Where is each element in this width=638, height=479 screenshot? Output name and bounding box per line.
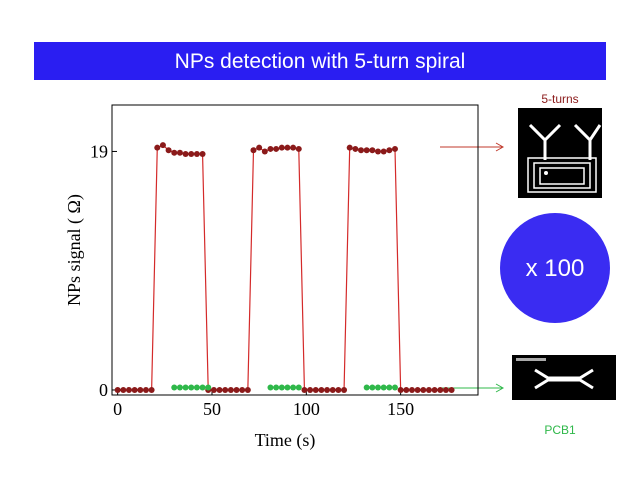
data-point xyxy=(324,386,331,393)
data-point xyxy=(403,386,410,393)
data-point xyxy=(205,384,212,391)
title-bar xyxy=(34,42,606,80)
pcb-image xyxy=(512,355,616,400)
data-point xyxy=(341,386,348,393)
data-point xyxy=(114,386,121,393)
data-point xyxy=(273,384,280,391)
y-tick-label: 0 xyxy=(99,380,108,400)
data-point xyxy=(375,384,382,391)
data-point xyxy=(335,386,342,393)
data-point xyxy=(408,386,415,393)
data-point xyxy=(188,150,195,157)
data-point xyxy=(182,150,189,157)
data-point xyxy=(182,384,189,391)
data-point xyxy=(329,386,336,393)
data-point xyxy=(346,144,353,151)
data-point xyxy=(244,386,251,393)
data-point xyxy=(375,148,382,155)
data-point xyxy=(386,147,393,154)
data-point xyxy=(227,386,234,393)
data-point xyxy=(363,147,370,154)
data-point xyxy=(159,142,166,149)
spiral-image xyxy=(518,108,602,198)
data-point xyxy=(171,384,178,391)
data-point xyxy=(165,147,172,154)
data-point xyxy=(222,386,229,393)
data-point xyxy=(148,386,155,393)
data-point xyxy=(391,145,398,152)
data-point xyxy=(414,386,421,393)
x-tick-label: 150 xyxy=(387,399,414,419)
circle-label: x 100 xyxy=(526,255,585,282)
data-point xyxy=(210,386,217,393)
data-point xyxy=(278,144,285,151)
data-point xyxy=(199,150,206,157)
data-point xyxy=(363,384,370,391)
plot-frame xyxy=(111,104,479,396)
data-point xyxy=(312,386,319,393)
data-point xyxy=(301,386,308,393)
magnification-circle xyxy=(500,213,610,323)
data-point xyxy=(273,145,280,152)
data-point xyxy=(391,384,398,391)
x-axis-label: Time (s) xyxy=(255,430,316,451)
data-point xyxy=(425,386,432,393)
data-point xyxy=(369,147,376,154)
x-tick-label: 50 xyxy=(203,399,221,419)
data-point xyxy=(307,386,314,393)
data-point xyxy=(199,384,206,391)
data-point xyxy=(176,384,183,391)
data-point xyxy=(284,384,291,391)
data-point xyxy=(125,386,132,393)
data-point xyxy=(154,144,161,151)
data-point xyxy=(120,386,127,393)
data-point xyxy=(318,386,325,393)
data-point xyxy=(284,144,291,151)
data-point xyxy=(437,386,444,393)
data-point xyxy=(267,384,274,391)
y-axis-label: NPs signal ( Ω) xyxy=(64,194,85,306)
slide-title: NPs detection with 5-turn spiral xyxy=(175,50,466,73)
data-point xyxy=(380,384,387,391)
data-point xyxy=(216,386,223,393)
data-point xyxy=(397,386,404,393)
data-point xyxy=(239,386,246,393)
data-point xyxy=(188,384,195,391)
data-point xyxy=(290,144,297,151)
data-point xyxy=(193,150,200,157)
data-point xyxy=(295,145,302,152)
data-point xyxy=(295,384,302,391)
data-point xyxy=(233,386,240,393)
y-tick-label: 19 xyxy=(90,141,108,161)
data-point xyxy=(290,384,297,391)
image-label: 5-turns xyxy=(541,92,578,106)
data-point xyxy=(137,386,144,393)
data-point xyxy=(442,386,449,393)
data-point xyxy=(171,149,178,156)
data-point xyxy=(380,148,387,155)
data-point xyxy=(256,144,263,151)
data-point xyxy=(176,149,183,156)
data-point xyxy=(267,145,274,152)
data-point xyxy=(131,386,138,393)
data-point xyxy=(386,384,393,391)
data-point xyxy=(431,386,438,393)
data-point xyxy=(142,386,149,393)
data-point xyxy=(369,384,376,391)
data-point xyxy=(250,147,257,154)
x-tick-label: 100 xyxy=(293,399,320,419)
data-point xyxy=(261,148,268,155)
data-point xyxy=(358,147,365,154)
data-point xyxy=(420,386,427,393)
data-point xyxy=(193,384,200,391)
data-point xyxy=(278,384,285,391)
x-tick-label: 0 xyxy=(113,399,122,419)
image-label: PCB1 xyxy=(544,423,576,437)
data-point xyxy=(352,145,359,152)
data-point xyxy=(448,386,455,393)
